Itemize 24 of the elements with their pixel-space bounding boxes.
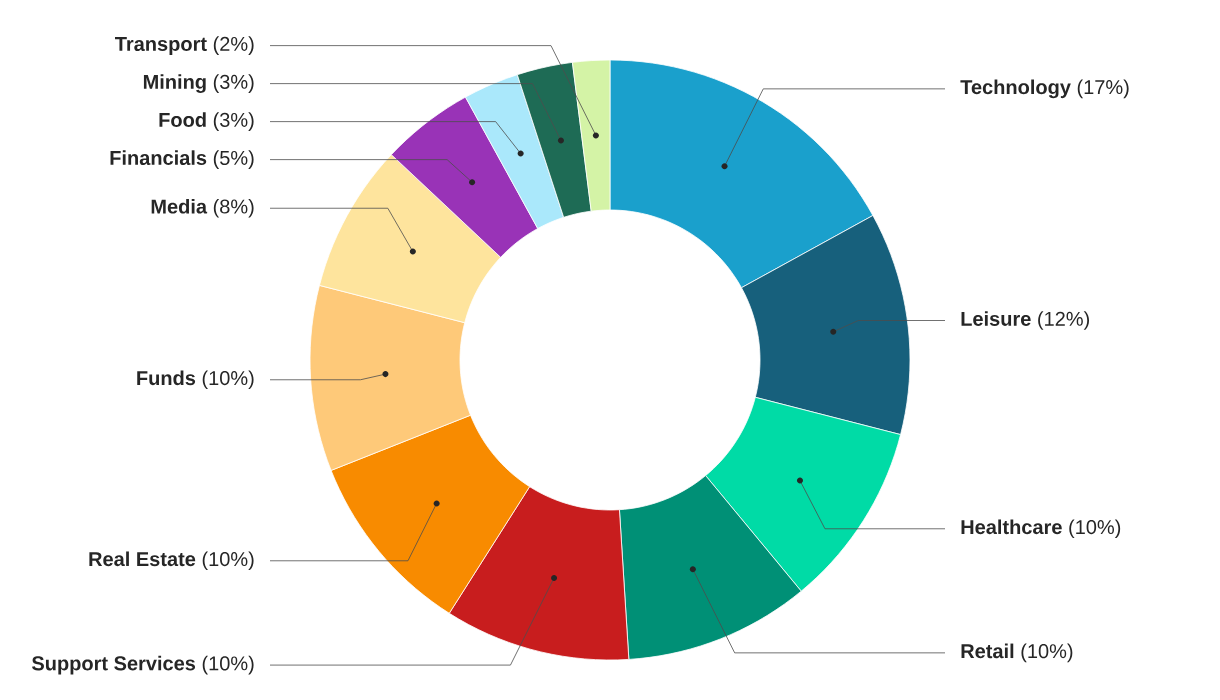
slice-label: Retail — [961, 643, 1014, 659]
slice-label: Mining — [143, 74, 206, 93]
data-label: (10%) — [1069, 519, 1121, 539]
slice-label: Healthcare — [961, 519, 1062, 535]
data-label: (12%) — [1038, 311, 1090, 330]
data-label: (10%) — [202, 370, 254, 390]
slice-label: Media — [151, 198, 208, 214]
slice-label: Technology — [960, 79, 1071, 99]
slice-label: Food — [159, 112, 206, 127]
data-label: (5%) — [213, 150, 254, 169]
data-label: (10%) — [1021, 643, 1073, 663]
slice-label: Leisure — [961, 311, 1031, 326]
data-label: (8%) — [213, 198, 254, 218]
slice-label: Financials — [110, 150, 207, 165]
data-label: (10%) — [202, 551, 254, 571]
slice-label: Support Services — [31, 655, 196, 675]
slice-label: Transport — [115, 37, 207, 55]
data-label: (2%) — [213, 36, 254, 55]
data-label: (3%) — [213, 112, 254, 131]
slice-label: Real Estate — [89, 551, 196, 567]
slice-label: Funds — [137, 370, 196, 386]
data-label: (10%) — [202, 655, 254, 675]
data-label: (17%) — [1077, 79, 1129, 99]
data-label: (3%) — [213, 74, 254, 93]
